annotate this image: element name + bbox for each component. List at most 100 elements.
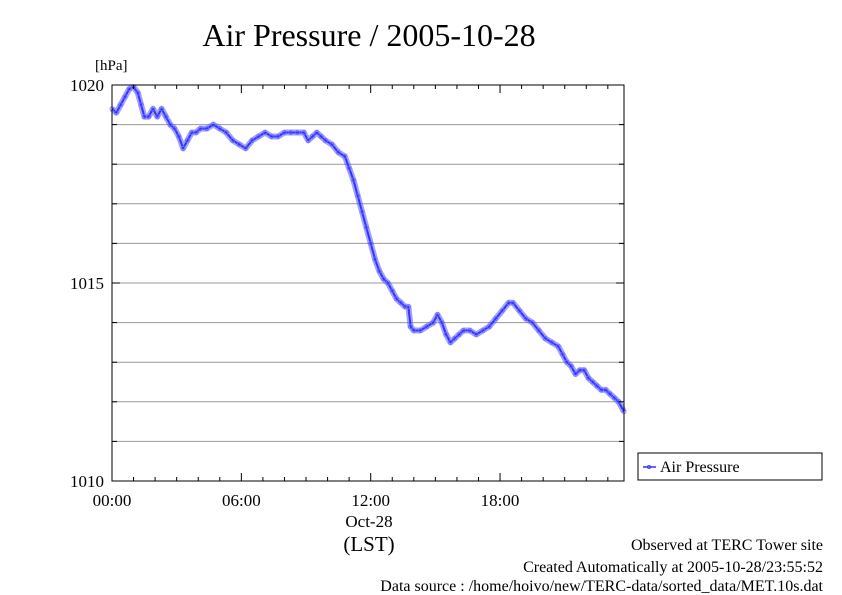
data-point	[262, 130, 268, 135]
data-point	[594, 383, 600, 389]
data-point	[381, 276, 387, 282]
data-point	[180, 145, 186, 151]
data-point	[113, 110, 119, 116]
data-point	[351, 177, 356, 183]
footer-created: Created Automatically at 2005-10-28/23:5…	[523, 559, 823, 576]
data-point	[542, 336, 548, 341]
data-point	[256, 134, 261, 139]
data-point	[443, 332, 449, 337]
data-point	[424, 324, 430, 329]
data-point	[282, 130, 287, 135]
data-point	[204, 126, 210, 131]
data-point	[529, 320, 535, 326]
data-point	[611, 395, 617, 401]
gridlines	[112, 124, 624, 442]
data-point	[310, 134, 315, 139]
data-point	[473, 332, 479, 337]
x-tick-label: 00:00	[93, 491, 132, 510]
data-point	[305, 138, 311, 143]
data-point	[294, 130, 300, 135]
legend-box	[637, 452, 823, 481]
data-point	[555, 343, 561, 349]
data-point	[159, 106, 164, 112]
x-tick-label: 12:00	[351, 491, 390, 510]
data-point	[517, 308, 522, 314]
data-point	[486, 324, 492, 329]
y-axis-unit: [hPa]	[95, 58, 128, 74]
data-point	[376, 268, 382, 274]
data-point	[435, 312, 440, 318]
y-axis: 1010 1015 1020	[70, 76, 624, 491]
data-point	[342, 153, 348, 159]
legend-label-air-pressure: Air Pressure	[660, 459, 740, 476]
data-point	[499, 308, 505, 314]
data-point	[185, 138, 190, 143]
data-point	[408, 324, 413, 329]
data-point	[323, 138, 328, 143]
y-tick-label: 1010	[70, 472, 104, 491]
y-tick-label: 1020	[70, 76, 104, 95]
data-point	[590, 379, 596, 385]
x-axis: 00:00 06:00 12:00 18:00	[93, 85, 609, 510]
data-point	[243, 145, 249, 151]
data-point	[402, 304, 408, 310]
data-point	[217, 126, 223, 131]
data-point	[355, 193, 361, 199]
data-point	[359, 209, 365, 215]
data-point	[146, 114, 152, 120]
data-point	[430, 320, 436, 326]
data-point	[167, 122, 173, 127]
data-point	[394, 296, 399, 302]
data-point	[398, 300, 404, 306]
data-point	[288, 130, 294, 135]
data-point	[126, 86, 132, 92]
data-point	[176, 134, 182, 139]
data-point	[269, 134, 274, 139]
data-point	[417, 328, 423, 333]
data-point	[603, 387, 609, 393]
data-point	[411, 328, 417, 333]
data-point	[163, 114, 169, 120]
legend-marker-swatch	[647, 464, 652, 469]
data-point	[210, 122, 216, 127]
data-point	[452, 336, 458, 341]
data-point	[573, 371, 578, 377]
footer-data-source: Data source : /home/hoivo/new/TERC-data/…	[380, 578, 823, 595]
data-point	[586, 375, 591, 381]
data-point	[118, 102, 124, 108]
data-point	[197, 126, 203, 131]
data-point	[135, 90, 141, 96]
data-point	[249, 138, 255, 143]
data-point	[314, 130, 320, 135]
data-point	[363, 225, 369, 230]
data-point	[275, 134, 281, 139]
series-band	[109, 84, 627, 414]
data-point	[480, 328, 486, 333]
y-tick-label: 1015	[70, 274, 104, 293]
data-point	[236, 141, 242, 147]
x-tick-label: 06:00	[222, 491, 261, 510]
data-point	[448, 339, 453, 345]
data-point	[346, 165, 352, 171]
data-point	[318, 134, 324, 139]
data-point	[154, 114, 160, 120]
chart-title: Air Pressure / 2005-10-28	[202, 17, 535, 53]
legend: Air Pressure	[637, 452, 823, 481]
x-tick-label: 18:00	[481, 491, 520, 510]
data-point	[329, 141, 335, 147]
data-point	[301, 130, 307, 135]
data-point	[138, 102, 144, 108]
data-point	[560, 351, 565, 357]
data-point	[335, 149, 341, 155]
footer-observed: Observed at TERC Tower site	[631, 537, 823, 554]
data-point	[389, 288, 395, 294]
data-point	[568, 363, 574, 369]
data-point	[230, 138, 236, 143]
series-line	[111, 86, 625, 413]
data-point	[406, 304, 411, 310]
data-point	[564, 359, 570, 365]
x-axis-title: (LST)	[343, 532, 394, 556]
data-point	[122, 94, 128, 100]
x-axis-date-label: Oct-28	[345, 512, 392, 531]
